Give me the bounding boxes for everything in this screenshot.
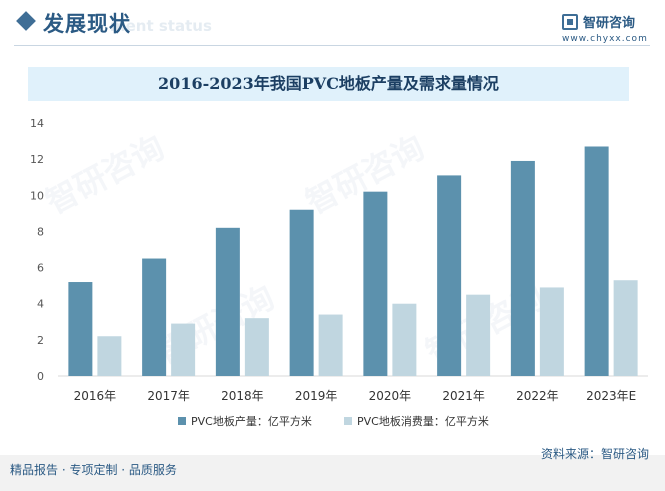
diamond-icon — [16, 11, 36, 31]
y-tick-label: 14 — [30, 117, 44, 130]
x-tick-label: 2019年 — [295, 389, 338, 403]
bar-production — [142, 258, 167, 376]
footer-source: 资料来源：智研咨询 — [540, 447, 649, 461]
y-tick-label: 12 — [30, 153, 44, 166]
bar-production — [584, 146, 609, 376]
legend-label: PVC地板消费量：亿平方米 — [357, 414, 489, 428]
y-tick-label: 0 — [37, 370, 44, 383]
y-tick-label: 10 — [30, 189, 44, 202]
x-tick-label: 2017年 — [147, 389, 190, 403]
chart-title: 2016-2023年我国PVC地板产量及需求量情况 — [158, 74, 499, 93]
bar-consumption — [539, 287, 564, 376]
bar-production — [437, 175, 462, 376]
footer: 精品报告 · 专项定制 · 品质服务 资料来源：智研咨询 — [0, 447, 665, 491]
bar-consumption — [171, 323, 196, 376]
legend-swatch — [178, 417, 186, 425]
logo-url: www.chyxx.com — [562, 34, 648, 44]
section-subtitle-ghost: ment status — [110, 17, 212, 35]
footer-slogan: 精品报告 · 专项定制 · 品质服务 — [10, 463, 177, 477]
logo-name: 智研咨询 — [583, 16, 636, 31]
bar-chart: 0 2 4 6 8 10 12 14 2016年 2017年 2018年 2019年 2020年 2021… — [30, 117, 648, 428]
y-tick-label: 4 — [37, 298, 44, 311]
x-tick-label: 2021年 — [442, 389, 485, 403]
y-tick-label: 2 — [37, 334, 44, 347]
bar-consumption — [466, 294, 491, 376]
bar-production — [68, 282, 93, 376]
bar-production — [215, 227, 240, 376]
section-title: 发展现状 — [43, 12, 131, 36]
bar-consumption — [244, 318, 269, 376]
x-tick-label: 2018年 — [221, 389, 264, 403]
x-tick-label: 2023年E — [586, 389, 636, 403]
chart-title-band: 2016-2023年我国PVC地板产量及需求量情况 — [28, 67, 629, 101]
bar-production — [363, 191, 388, 376]
bar-consumption — [392, 303, 417, 376]
header-divider — [14, 45, 650, 46]
x-tick-label: 2020年 — [369, 389, 412, 403]
bar-production — [510, 160, 535, 376]
bar-production — [289, 209, 314, 376]
logo-icon — [562, 14, 578, 30]
brand-logo: 智研咨询 www.chyxx.com — [562, 12, 652, 48]
header: ment status 发展现状 智研咨询 www.chyxx.com — [0, 0, 665, 46]
legend-swatch — [344, 417, 352, 425]
x-tick-label: 2016年 — [74, 389, 117, 403]
x-tick-label: 2022年 — [516, 389, 559, 403]
bar-consumption — [318, 314, 343, 376]
y-tick-label: 8 — [37, 225, 44, 238]
legend-label: PVC地板产量：亿平方米 — [191, 414, 312, 428]
bar-consumption — [613, 280, 638, 376]
bar-consumption — [97, 336, 122, 376]
y-tick-label: 6 — [37, 262, 44, 275]
